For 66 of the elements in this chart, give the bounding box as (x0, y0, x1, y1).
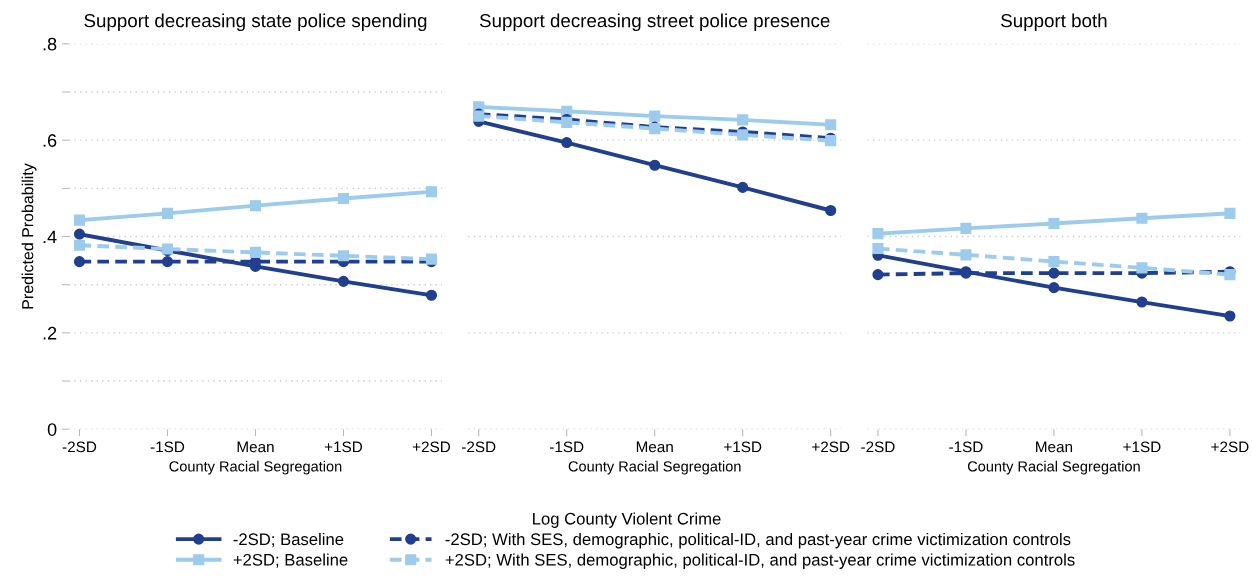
point (161, 207, 174, 219)
point (337, 250, 350, 262)
point (73, 228, 86, 240)
x-tick-label: +2SD (412, 441, 451, 453)
y-tick-label: .8 (43, 37, 57, 51)
point (872, 269, 884, 281)
point (337, 192, 350, 205)
legend-label: -2SD; Baseline (233, 532, 344, 548)
x-tick-label: -1SD (150, 441, 185, 453)
point (737, 114, 749, 126)
point (1048, 217, 1060, 230)
y-axis-title: Predicted Probability (21, 163, 37, 309)
point (1048, 256, 1060, 268)
point (425, 289, 438, 301)
legend-label: +2SD; Baseline (233, 553, 348, 568)
point (825, 119, 837, 131)
point (561, 137, 573, 149)
x-tick-label: -2SD (461, 441, 496, 453)
x-tick-label: Mean (636, 441, 673, 453)
legend-label: -2SD; With SES, demographic, political-ID, and past-year crime victimization controls (445, 532, 1071, 549)
x-tick-label: -2SD (861, 441, 895, 453)
x-tick-label: Mean (1036, 441, 1073, 453)
x-tick-label: -1SD (949, 441, 983, 453)
point (73, 214, 86, 226)
y-tick-label: .4 (43, 230, 57, 244)
point (337, 275, 350, 287)
point (960, 249, 972, 261)
point (872, 243, 884, 255)
x-axis-title: County Racial Segregation (967, 460, 1140, 475)
point (73, 256, 86, 268)
chart-title: Support both (1001, 13, 1107, 32)
point (73, 239, 86, 251)
point (872, 228, 884, 240)
x-tick-label: +2SD (1211, 441, 1249, 453)
point (737, 181, 749, 193)
x-tick-label: +1SD (1123, 441, 1161, 453)
x-tick-label: +1SD (324, 441, 363, 453)
legend-label: +2SD; With SES, demographic, political-ID, and past-year crime victimization controls (445, 553, 1075, 569)
x-axis-title: County Racial Segregation (169, 460, 342, 475)
x-tick-label: +2SD (812, 441, 850, 453)
point (1136, 296, 1148, 308)
x-tick-label: -2SD (62, 441, 97, 453)
point (649, 159, 661, 171)
point (649, 110, 661, 122)
point (161, 256, 174, 268)
point (1136, 212, 1148, 224)
y-tick-label: .6 (43, 134, 57, 147)
point (1224, 207, 1236, 219)
point (249, 246, 262, 258)
point (960, 222, 972, 234)
point (1048, 282, 1060, 294)
point (249, 200, 262, 212)
chart-title: Support decreasing street police presence (479, 13, 830, 32)
x-tick-label: Mean (237, 441, 274, 453)
y-tick-label: 0 (47, 423, 57, 436)
x-axis-title: County Racial Segregation (568, 460, 741, 475)
point (1136, 262, 1148, 274)
x-tick-label: -1SD (549, 441, 584, 453)
chart-title: Support decreasing state police spending (84, 13, 427, 32)
point (1224, 310, 1236, 322)
x-tick-label: +1SD (724, 441, 762, 453)
legend-title: Log County Violent Crime (533, 512, 721, 528)
point (425, 186, 438, 198)
point (825, 204, 837, 217)
y-tick-label: .2 (43, 326, 57, 340)
point (1048, 267, 1060, 279)
